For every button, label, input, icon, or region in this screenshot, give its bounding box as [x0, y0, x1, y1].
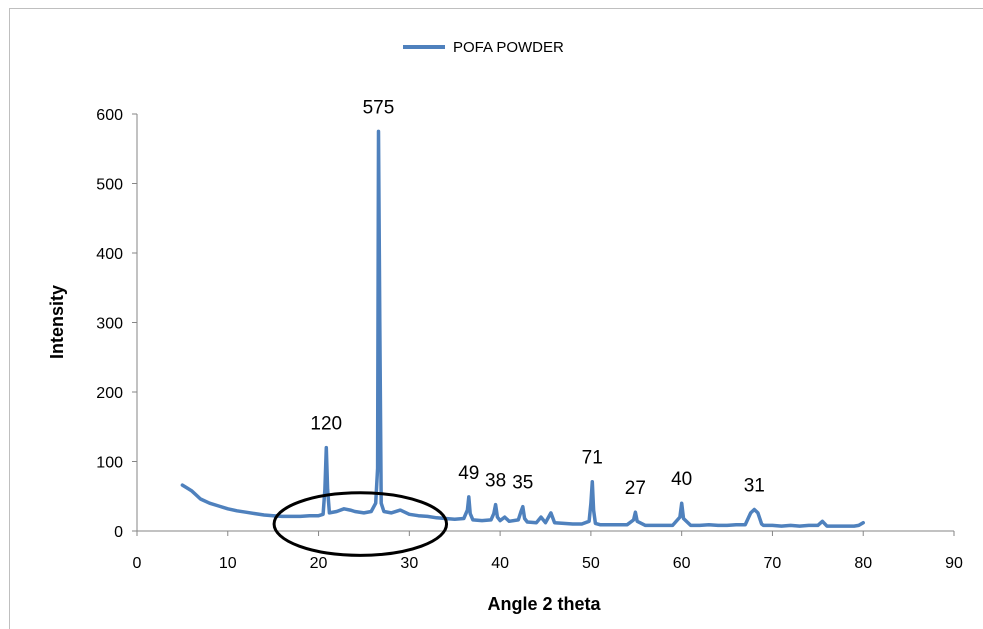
- peak-label: 27: [625, 478, 646, 499]
- x-tick-label: 0: [133, 555, 142, 572]
- x-tick-label: 90: [945, 555, 963, 572]
- peak-labels: 120 575 49 38 35 71 27 40 31: [310, 97, 764, 499]
- y-tick-label: 0: [114, 524, 123, 541]
- peak-label: 71: [582, 448, 603, 469]
- x-tick-label: 50: [582, 555, 600, 572]
- legend: POFA POWDER: [403, 39, 564, 56]
- y-axis-ticks: 0 100 200 300 400 500 600: [96, 107, 137, 541]
- x-tick-label: 60: [673, 555, 691, 572]
- x-tick-label: 70: [764, 555, 782, 572]
- y-tick-label: 500: [96, 177, 123, 194]
- y-tick-label: 600: [96, 107, 123, 124]
- x-axis-title: Angle 2 theta: [487, 594, 601, 614]
- x-tick-label: 20: [310, 555, 328, 572]
- y-tick-label: 100: [96, 455, 123, 472]
- highlight-ellipse: [272, 491, 449, 557]
- peak-label: 31: [744, 475, 765, 496]
- x-axis-ticks: 0 10 20 30 40 50 60 70 80 90: [133, 531, 963, 572]
- x-tick-label: 40: [491, 555, 509, 572]
- peak-label: 38: [485, 471, 506, 492]
- y-tick-label: 400: [96, 246, 123, 263]
- x-tick-label: 10: [219, 555, 237, 572]
- x-tick-label: 80: [854, 555, 872, 572]
- peak-label: 120: [310, 414, 342, 435]
- peak-label: 49: [458, 463, 479, 484]
- y-axis-title: Intensity: [47, 285, 67, 359]
- peak-label: 575: [363, 97, 395, 118]
- y-tick-label: 200: [96, 385, 123, 402]
- peak-label: 40: [671, 469, 692, 490]
- series-line-pofa-powder: [180, 129, 865, 528]
- y-tick-label: 300: [96, 316, 123, 333]
- x-tick-label: 30: [400, 555, 418, 572]
- peak-label: 35: [512, 473, 533, 494]
- chart-frame: [9, 8, 983, 629]
- legend-label: POFA POWDER: [453, 39, 564, 56]
